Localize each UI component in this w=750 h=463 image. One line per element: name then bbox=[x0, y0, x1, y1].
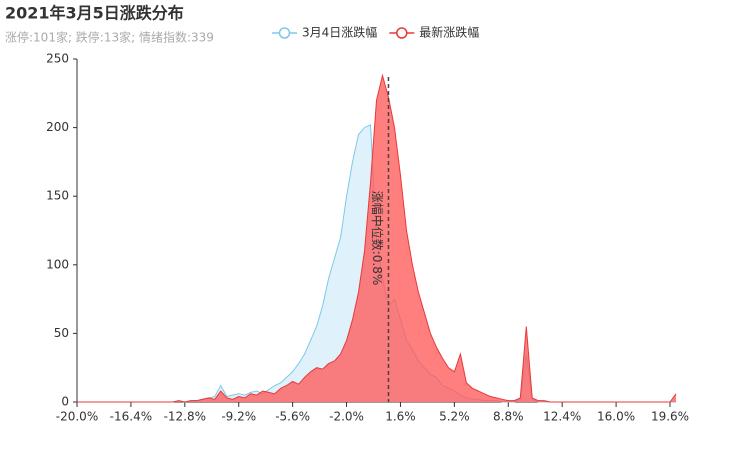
x-tick-label: -5.6% bbox=[275, 410, 310, 424]
y-tick-label: 0 bbox=[61, 395, 69, 409]
legend-label: 3月4日涨跌幅 bbox=[302, 25, 377, 40]
x-tick-label: -2.0% bbox=[329, 410, 364, 424]
x-tick-label: 12.4% bbox=[543, 410, 581, 424]
x-tick-label: 19.6% bbox=[651, 410, 689, 424]
legend-marker bbox=[278, 27, 291, 39]
chart-subtitle: 涨停:101家; 跌停:13家; 情绪指数:339 bbox=[5, 30, 214, 45]
x-tick-label: -20.0% bbox=[56, 410, 98, 424]
legend-label: 最新涨跌幅 bbox=[419, 25, 479, 40]
area-fill bbox=[77, 75, 676, 402]
x-tick-label: 8.8% bbox=[493, 410, 524, 424]
y-tick-label: 150 bbox=[46, 189, 69, 203]
chart-title: 2021年3月5日涨跌分布 bbox=[5, 4, 184, 23]
y-tick-label: 50 bbox=[54, 326, 69, 340]
median-label: 涨幅中位数:0.8% bbox=[370, 191, 385, 286]
x-tick-label: -9.2% bbox=[221, 410, 256, 424]
x-tick-label: 5.2% bbox=[439, 410, 470, 424]
legend-marker bbox=[396, 27, 408, 39]
y-tick-label: 100 bbox=[46, 257, 69, 271]
x-tick-label: 1.6% bbox=[385, 410, 416, 424]
y-tick-label: 250 bbox=[46, 52, 69, 66]
y-tick-label: 200 bbox=[46, 120, 69, 134]
x-tick-label: 16.0% bbox=[597, 410, 635, 424]
area-line bbox=[77, 73, 677, 403]
x-tick-label: -16.4% bbox=[110, 410, 152, 424]
x-tick-label: -12.8% bbox=[164, 410, 206, 424]
